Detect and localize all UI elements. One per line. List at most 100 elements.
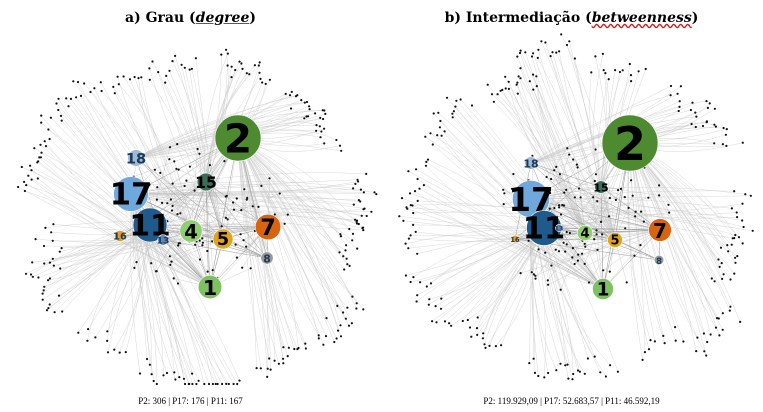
leaf-node xyxy=(407,170,410,173)
leaf-node xyxy=(715,317,719,320)
leaf-node xyxy=(566,147,569,150)
leaf-node xyxy=(438,126,441,129)
leaf-node xyxy=(676,92,679,95)
leaf-node xyxy=(562,241,565,244)
leaf-node xyxy=(559,213,563,216)
leaf-node xyxy=(428,298,431,301)
leaf-node xyxy=(519,272,522,275)
hub-node-7 xyxy=(648,218,672,242)
edge xyxy=(528,180,661,231)
leaf-node xyxy=(583,242,586,245)
leaf-node xyxy=(48,261,52,264)
leaf-node xyxy=(537,374,540,378)
leaf-node xyxy=(50,231,53,234)
leaf-node xyxy=(416,294,419,297)
leaf-node xyxy=(728,309,731,312)
leaf-node xyxy=(266,375,269,378)
edge xyxy=(40,144,211,288)
leaf-node xyxy=(705,100,708,103)
edge xyxy=(432,144,604,290)
leaf-node xyxy=(608,270,611,273)
leaf-node xyxy=(241,266,244,269)
leaf-node xyxy=(580,252,584,255)
leaf-node xyxy=(79,94,83,97)
leaf-node xyxy=(548,207,551,210)
leaf-node xyxy=(303,101,306,104)
leaf-node xyxy=(273,359,276,362)
leaf-node xyxy=(502,203,505,206)
leaf-node xyxy=(516,92,519,95)
leaf-node xyxy=(29,164,32,167)
leaf-node xyxy=(117,83,120,86)
leaf-node xyxy=(544,41,547,44)
leaf-node xyxy=(727,250,730,253)
leaf-node xyxy=(226,52,229,55)
leaf-node xyxy=(89,90,92,94)
panel-betweenness: b) Intermediação (betweenness) 2 17 11 7 1 4 5… xyxy=(381,0,762,412)
edge xyxy=(135,95,298,159)
leaf-node xyxy=(518,51,522,55)
leaf-node xyxy=(705,354,708,357)
leaf-node xyxy=(287,346,290,349)
leaf-node xyxy=(583,372,586,375)
leaf-node xyxy=(554,248,557,251)
leaf-node xyxy=(168,146,172,149)
edge xyxy=(530,190,735,200)
edge xyxy=(532,155,616,241)
leaf-node xyxy=(599,220,603,223)
leaf-node xyxy=(735,211,738,214)
leaf-node xyxy=(122,75,125,78)
leaf-node xyxy=(424,164,428,167)
leaf-node xyxy=(602,269,605,272)
leaf-node xyxy=(191,382,194,386)
leaf-node xyxy=(532,357,535,360)
leaf-node xyxy=(249,267,252,270)
leaf-node xyxy=(499,89,502,92)
leaf-node xyxy=(530,271,533,274)
leaf-node xyxy=(634,210,637,213)
leaf-node xyxy=(220,53,223,56)
leaf-node xyxy=(470,335,473,338)
leaf-node xyxy=(201,241,204,244)
title-suffix: ) xyxy=(691,10,699,26)
leaf-node xyxy=(455,99,458,102)
leaf-node xyxy=(37,276,40,279)
hub-node-18 xyxy=(524,156,538,170)
leaf-node xyxy=(284,92,287,95)
leaf-node xyxy=(689,108,692,112)
edge xyxy=(130,193,141,374)
edge xyxy=(439,127,604,290)
leaf-node xyxy=(350,322,353,325)
edge xyxy=(602,225,657,290)
leaf-node xyxy=(614,69,617,72)
leaf-node xyxy=(351,239,354,242)
leaf-node xyxy=(201,237,204,240)
leaf-node xyxy=(211,382,214,386)
leaf-node xyxy=(317,334,320,337)
leaf-node xyxy=(496,93,499,96)
leaf-node xyxy=(476,316,479,319)
hub-label-1: 1 xyxy=(203,276,217,300)
leaf-node xyxy=(461,319,464,323)
leaf-node xyxy=(658,184,661,187)
leaf-node xyxy=(424,135,427,138)
leaf-node xyxy=(694,125,697,129)
hub-label-8: 8 xyxy=(656,256,662,266)
leaf-node xyxy=(60,247,63,250)
leaf-node xyxy=(573,262,576,266)
leaf-node xyxy=(57,97,60,100)
leaf-node xyxy=(532,52,535,55)
leaf-node xyxy=(243,188,246,191)
leaf-node xyxy=(695,350,698,353)
leaf-node xyxy=(211,240,214,243)
leaf-node xyxy=(47,128,50,131)
panel-title: b) Intermediação (betweenness) xyxy=(381,10,762,26)
edge xyxy=(237,137,284,348)
leaf-node xyxy=(565,188,568,191)
leaf-node xyxy=(744,193,747,196)
leaf-node xyxy=(235,197,238,200)
edge xyxy=(419,188,604,290)
leaf-node xyxy=(338,251,341,254)
leaf-node xyxy=(296,348,299,351)
leaf-node xyxy=(679,85,682,88)
